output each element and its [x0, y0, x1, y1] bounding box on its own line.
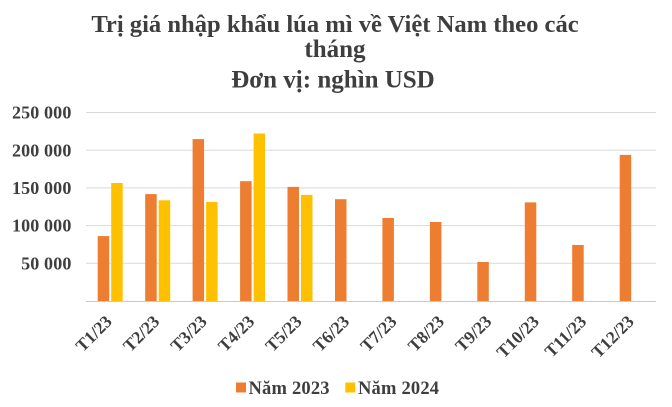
svg-text:150 000: 150 000: [12, 178, 72, 198]
svg-text:200 000: 200 000: [12, 140, 72, 160]
svg-text:Năm 2023: Năm 2023: [249, 379, 330, 399]
svg-text:50 000: 50 000: [21, 253, 71, 273]
svg-text:Trị giá nhập khẩu lúa mì về Vi: Trị giá nhập khẩu lúa mì về Việt Nam the…: [91, 11, 578, 38]
svg-text:Đơn vị: nghìn USD: Đơn vị: nghìn USD: [231, 66, 435, 93]
svg-text:100 000: 100 000: [12, 216, 72, 236]
svg-text:tháng: tháng: [304, 36, 366, 63]
svg-text:250 000: 250 000: [12, 103, 72, 123]
svg-text:Năm 2024: Năm 2024: [358, 379, 439, 399]
